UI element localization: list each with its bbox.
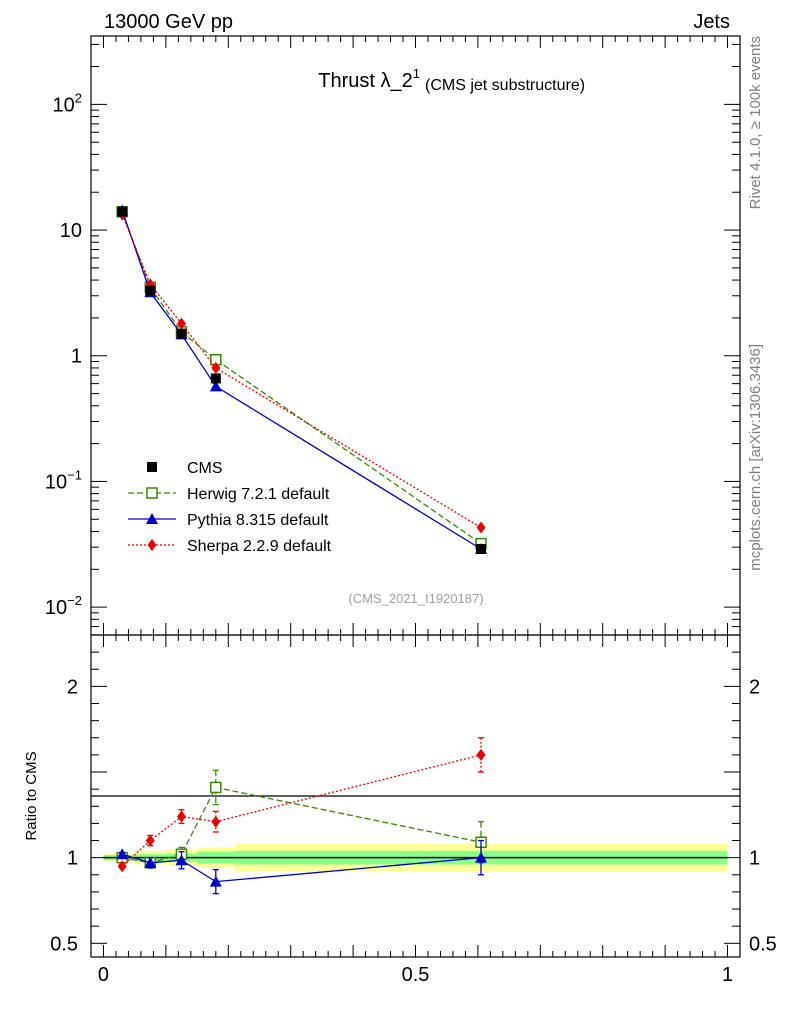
main-data-layer: [116, 204, 488, 555]
y-tick-label: 10: [60, 220, 82, 242]
pythia-ratio-point: [475, 851, 488, 863]
legend-herwig-marker: [146, 487, 158, 499]
x-tick-label: 1: [722, 964, 733, 986]
ratio-panel: 0 0.5 1 0.5 0.5 1 1 2 2 Ratio to CMS: [23, 634, 777, 986]
cms-point: [145, 285, 156, 296]
ratio-y-tick-label-right: 2: [749, 676, 760, 698]
y-tick-label: 1: [71, 346, 82, 368]
ratio-frame: [90, 634, 741, 958]
legend-pythia-label: Pythia 8.315 default: [187, 512, 329, 529]
cms-point: [117, 206, 128, 217]
y-tick-label: 10−1: [45, 467, 82, 493]
pythia-ratio-point: [209, 875, 222, 887]
plot-title: Thrust λ_21: [318, 66, 420, 92]
legend-cms-label: CMS: [187, 460, 223, 477]
ratio-data-layer: [116, 737, 488, 895]
pythia-ratio-point: [144, 856, 157, 868]
legend-sherpa-marker: [147, 539, 157, 551]
main-axes: 10−2 10−1 1 10 102: [45, 36, 740, 636]
analysis-watermark: (CMS_2021_I1920187): [348, 591, 483, 606]
sherpa-line: [121, 214, 482, 529]
sherpa-ratio-point: [211, 815, 221, 828]
ratio-axes: 0 0.5 1 0.5 0.5 1 1 2 2: [50, 635, 777, 986]
cms-point: [176, 328, 187, 339]
pythia-point: [209, 380, 222, 392]
plot-subtitle: (CMS jet substructure): [425, 77, 585, 94]
collision-label: 13000 GeV pp: [104, 11, 233, 33]
pythia-ratio-point: [116, 848, 129, 860]
sherpa-ratio-point: [145, 834, 155, 847]
cms-point: [210, 373, 221, 384]
x-tick-label: 0: [98, 964, 109, 986]
sherpa-ratio-point: [117, 860, 127, 873]
main-panel: 10−2 10−1 1 10 102 Thrust λ_21 (CMS jet subs…: [45, 35, 741, 636]
sherpa-ratio-point: [476, 748, 486, 761]
ratio-y-tick-label: 2: [67, 676, 78, 698]
mcplots-credit-label: mcplots.cern.ch [arXiv:1306.3436]: [747, 344, 764, 571]
sherpa-ratio-point: [176, 810, 186, 823]
ratio-uncertainty-bands: [103, 843, 728, 872]
ratio-y-tick-label-right: 0.5: [749, 933, 777, 955]
ratio-y-tick-label: 1: [67, 848, 78, 870]
sherpa-point: [211, 361, 221, 374]
pythia-ratio-point: [175, 854, 188, 866]
herwig-ratio-point: [210, 781, 222, 794]
ratio-y-axis-label: Ratio to CMS: [23, 751, 40, 840]
y-tick-label: 10−2: [45, 593, 82, 619]
category-label: Jets: [693, 11, 730, 33]
legend-herwig-label: Herwig 7.2.1 default: [187, 486, 330, 503]
ratio-y-tick-label: 0.5: [50, 933, 78, 955]
legend-sherpa-label: Sherpa 2.2.9 default: [187, 538, 332, 555]
legend-cms-marker: [147, 462, 157, 472]
ratio-y-tick-label-right: 1: [749, 848, 760, 870]
sherpa-point: [176, 317, 186, 330]
cms-point: [476, 544, 487, 555]
herwig-ratio-line: [122, 786, 482, 864]
legend: CMS Herwig 7.2.1 default Pythia 8.315 defa…: [128, 460, 332, 555]
y-tick-label: 102: [53, 90, 82, 116]
x-tick-label: 0.5: [402, 964, 430, 986]
sherpa-point: [476, 521, 486, 534]
legend-pythia-marker: [146, 513, 158, 524]
rivet-version-label: Rivet 4.1.0, ≥ 100k events: [747, 36, 764, 209]
